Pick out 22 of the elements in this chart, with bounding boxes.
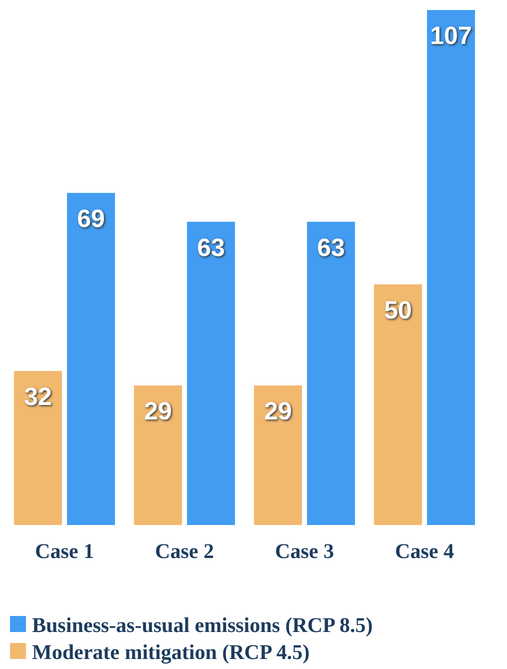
bar [254, 385, 302, 525]
bar [134, 385, 182, 525]
data-label: 29 [144, 397, 172, 426]
legend-label: Moderate mitigation (RCP 4.5) [32, 640, 310, 664]
data-label: 107 [430, 22, 472, 50]
bar [14, 370, 62, 525]
x-tick-label: Case 1 [35, 539, 94, 563]
bar [67, 192, 115, 525]
bar [187, 222, 235, 525]
bar [374, 284, 422, 525]
x-tick-label: Case 3 [275, 539, 334, 563]
legend-label: Business-as-usual emissions (RCP 8.5) [32, 613, 373, 637]
data-label: 63 [317, 234, 345, 262]
data-label: 32 [24, 382, 52, 411]
x-tick-label: Case 2 [155, 539, 214, 563]
data-label: 50 [384, 296, 412, 324]
data-label: 69 [77, 204, 105, 233]
data-label: 63 [197, 234, 225, 262]
bar [307, 222, 355, 525]
data-label: 29 [264, 397, 292, 426]
bar [427, 10, 475, 525]
x-tick-label: Case 4 [395, 539, 454, 563]
